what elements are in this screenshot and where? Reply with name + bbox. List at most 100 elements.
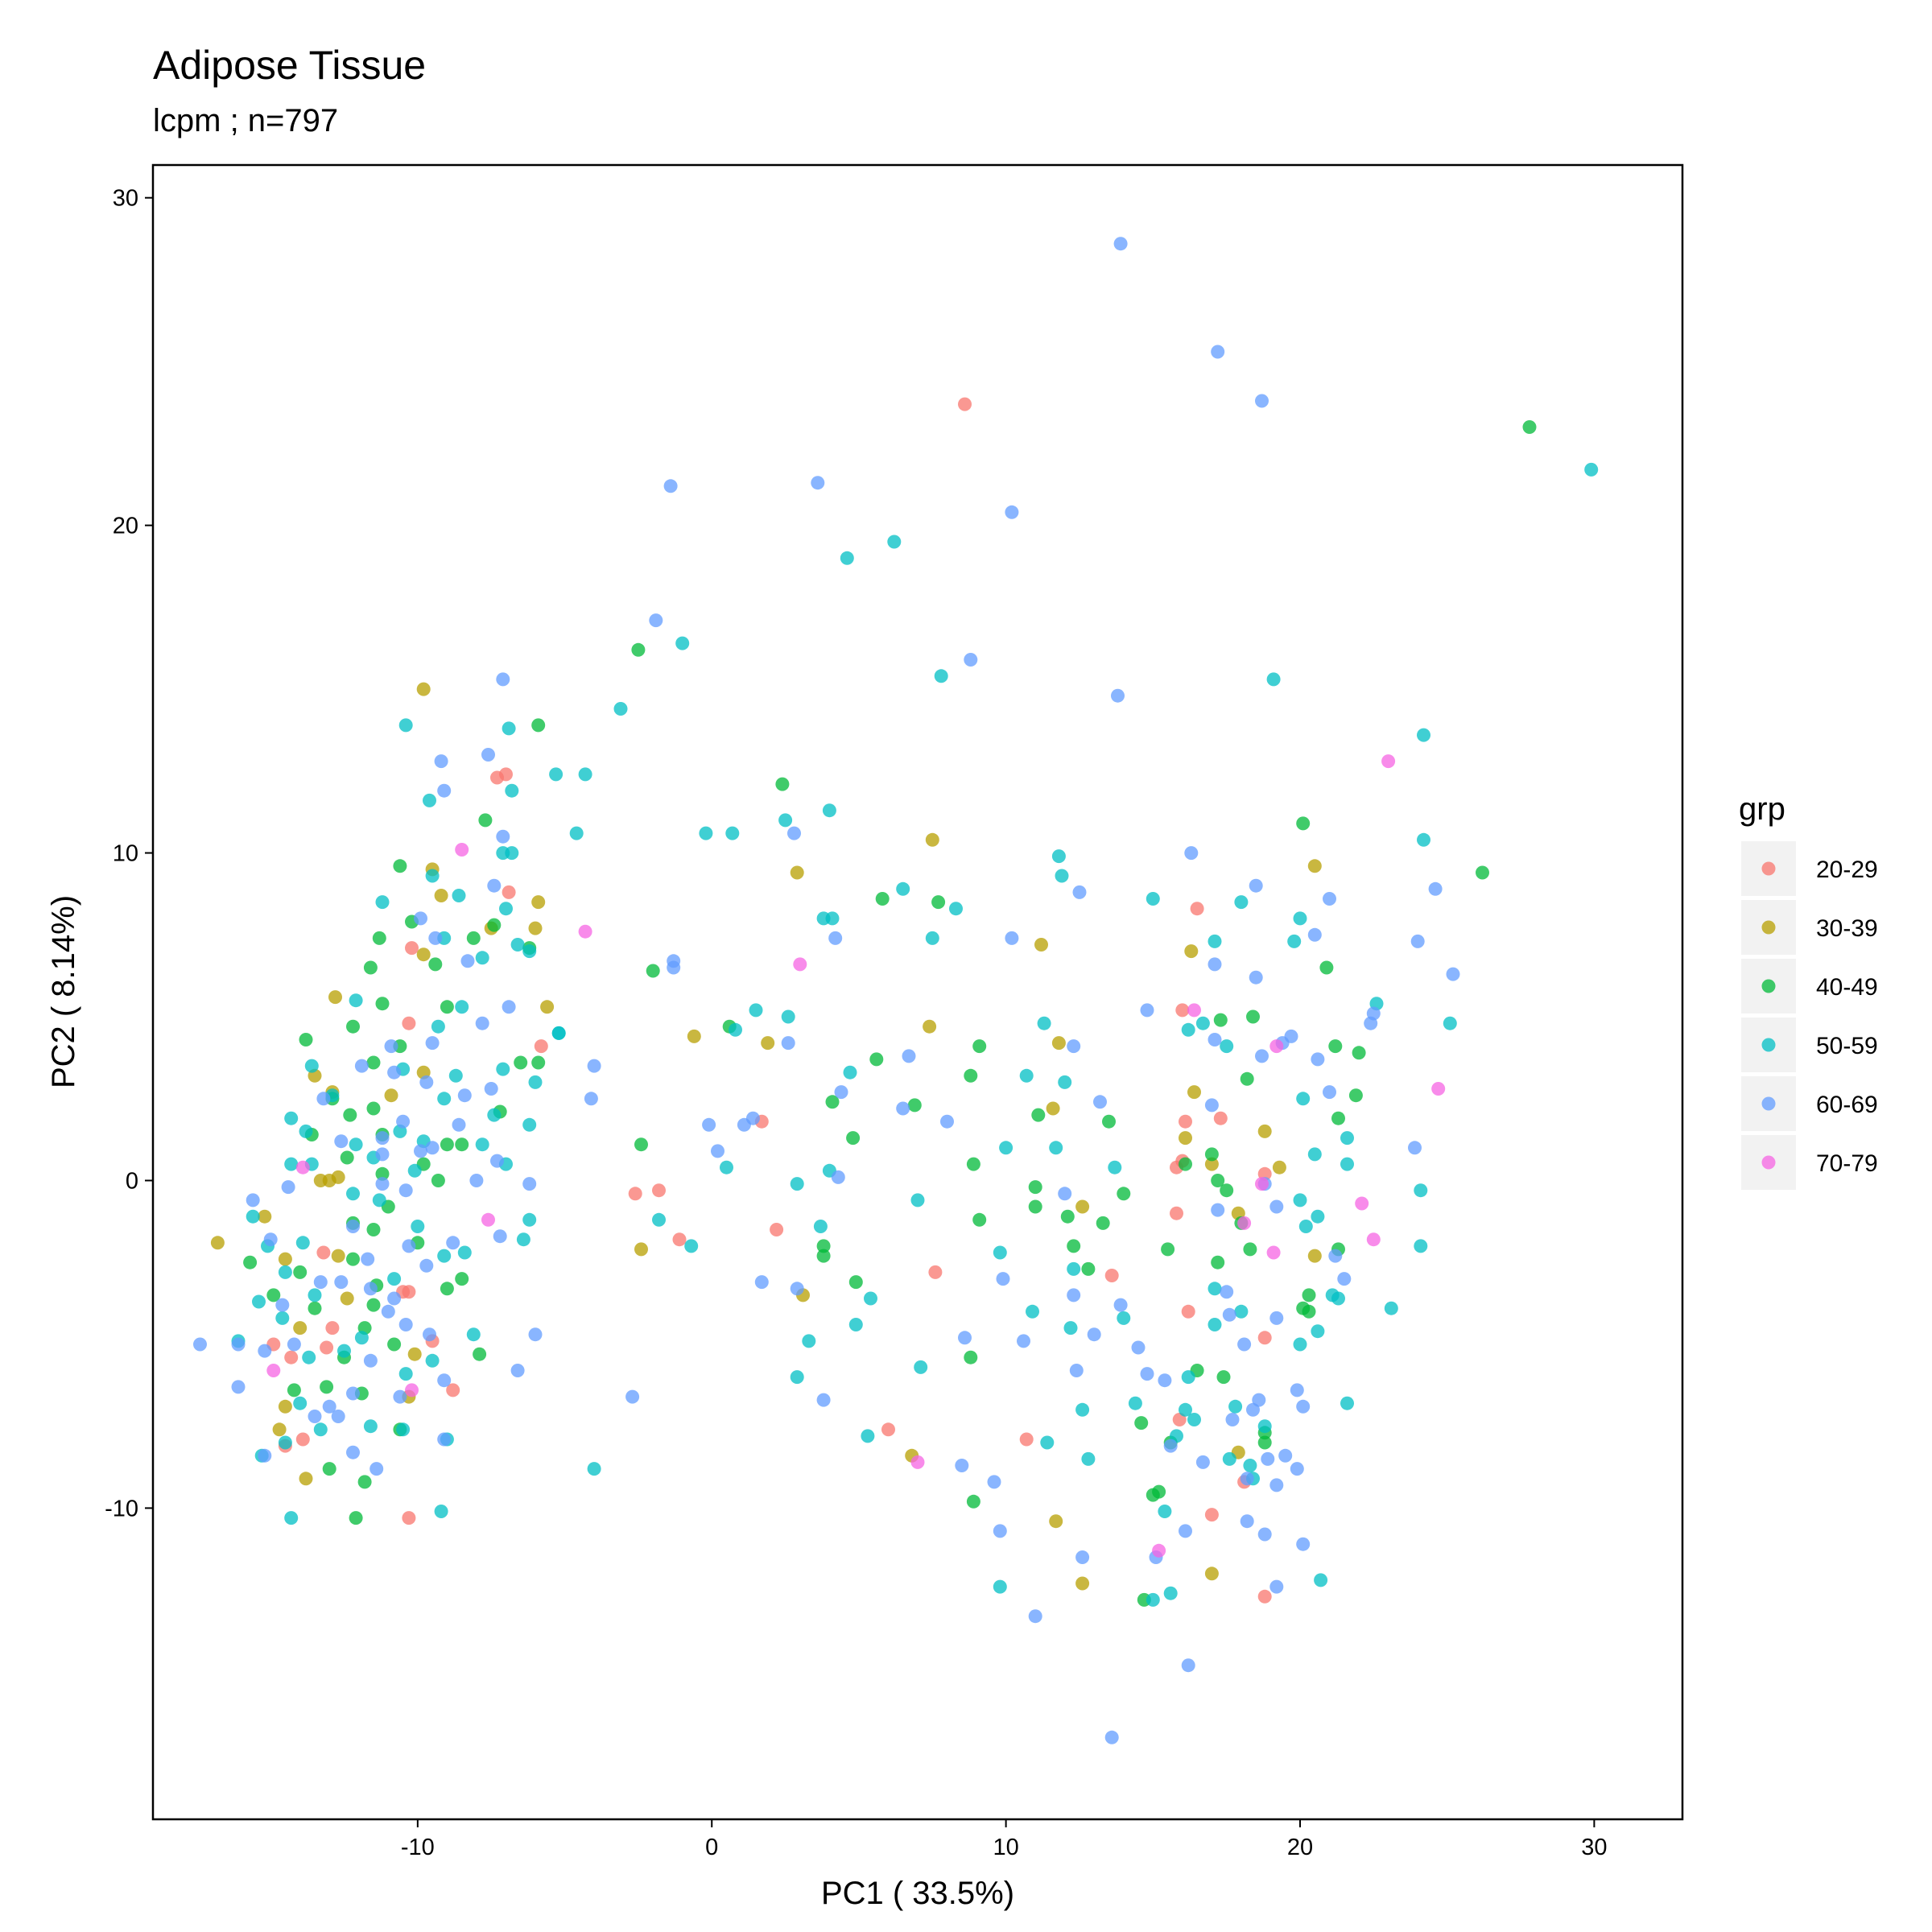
point-50-59-40 <box>407 1163 422 1178</box>
point-30-39-42 <box>1307 859 1322 873</box>
point-60-69-109 <box>1113 1298 1128 1312</box>
point-30-39-33 <box>1051 1036 1066 1051</box>
point-50-59-156 <box>1417 728 1430 742</box>
point-30-39-35 <box>1049 1514 1063 1529</box>
point-30-39-48 <box>1204 1567 1219 1581</box>
point-60-69-145 <box>1290 1462 1304 1476</box>
point-20-29-32 <box>1170 1206 1183 1220</box>
point-50-59-5 <box>505 783 519 798</box>
point-60-69-114 <box>1158 1373 1172 1388</box>
point-60-69-38 <box>361 1252 375 1266</box>
point-60-69-31 <box>281 1180 295 1195</box>
point-40-49-85 <box>1211 1174 1225 1187</box>
point-50-59-60 <box>466 1327 481 1342</box>
point-60-69-54 <box>346 1386 360 1401</box>
point-40-49-90 <box>1243 1242 1257 1257</box>
point-20-29-19 <box>284 1350 299 1364</box>
point-60-69-84 <box>831 1170 845 1184</box>
point-60-69-129 <box>1240 1472 1254 1486</box>
point-20-29-3 <box>502 885 516 899</box>
legend-label-30-39: 30-39 <box>1816 915 1878 942</box>
point-50-59-96 <box>684 1239 699 1253</box>
point-50-59-138 <box>1187 1413 1201 1426</box>
y-tick-label-4: 30 <box>113 186 138 212</box>
point-60-69-93 <box>955 1459 969 1472</box>
point-40-49-57 <box>931 895 946 910</box>
point-50-59-11 <box>375 895 390 910</box>
y-tick-label-2: 10 <box>113 841 138 867</box>
point-40-49-76 <box>1031 1108 1046 1122</box>
point-30-39-16 <box>258 1209 272 1224</box>
point-50-59-109 <box>993 1245 1007 1260</box>
point-40-49-19 <box>366 1101 381 1116</box>
point-40-49-104 <box>1476 865 1489 880</box>
point-60-69-48 <box>193 1337 207 1352</box>
point-40-49-99 <box>1296 816 1311 831</box>
point-60-69-106 <box>1028 1609 1042 1624</box>
point-50-59-43 <box>522 1212 537 1227</box>
point-60-69-49 <box>381 1304 395 1319</box>
point-60-69-73 <box>1255 394 1269 408</box>
point-50-59-152 <box>1340 1157 1354 1171</box>
point-50-59-157 <box>1417 832 1430 847</box>
point-60-69-50 <box>363 1353 378 1368</box>
point-60-69-47 <box>231 1337 246 1352</box>
point-30-39-11 <box>384 1088 398 1103</box>
point-60-69-37 <box>493 1229 507 1244</box>
point-50-59-108 <box>999 1141 1013 1155</box>
point-50-59-23 <box>448 1068 463 1083</box>
point-60-69-11 <box>425 1036 440 1051</box>
legend-swatch-70-79 <box>1761 1155 1776 1170</box>
point-60-69-105 <box>1075 1550 1090 1564</box>
point-50-59-85 <box>934 669 948 683</box>
point-40-49-64 <box>964 1068 978 1083</box>
point-50-59-148 <box>1307 1147 1322 1162</box>
point-50-59-97 <box>802 1334 816 1348</box>
point-30-39-18 <box>278 1252 292 1266</box>
point-60-69-148 <box>1278 1448 1293 1463</box>
point-50-59-141 <box>1287 934 1302 948</box>
point-60-69-28 <box>469 1174 484 1187</box>
point-60-69-94 <box>987 1475 1001 1489</box>
point-60-69-100 <box>1067 1039 1081 1054</box>
point-20-29-40 <box>1204 1508 1219 1522</box>
point-50-59-46 <box>246 1209 260 1224</box>
point-60-69-17 <box>452 1117 466 1132</box>
point-60-69-3 <box>481 748 495 762</box>
point-60-69-53 <box>437 1373 452 1388</box>
point-40-49-27 <box>375 1166 390 1181</box>
point-20-29-2 <box>490 770 504 785</box>
point-50-59-151 <box>1331 1291 1345 1306</box>
point-20-29-25 <box>1019 1432 1034 1447</box>
x-tick-label-0: -10 <box>401 1835 435 1860</box>
point-60-69-77 <box>667 960 681 975</box>
legend: grp 20-29 30-39 40-49 50-59 60-69 70-79 <box>1739 791 1878 1190</box>
point-20-29-16 <box>325 1321 340 1335</box>
point-50-59-13 <box>510 938 525 952</box>
x-axis-title: PC1 ( 33.5%) <box>821 1876 1014 1911</box>
legend-swatch-30-39 <box>1761 920 1776 935</box>
point-70-79-11 <box>1237 1216 1252 1230</box>
point-60-69-89 <box>754 1275 769 1290</box>
point-60-69-85 <box>702 1117 716 1132</box>
point-40-49-70 <box>848 1275 863 1290</box>
point-40-49-77 <box>1060 1209 1075 1224</box>
point-50-59-84 <box>949 902 963 916</box>
point-60-69-61 <box>369 1462 384 1476</box>
legend-label-70-79: 70-79 <box>1816 1150 1878 1177</box>
point-40-49-14 <box>299 1033 313 1046</box>
point-40-49-16 <box>366 1055 381 1070</box>
point-40-49-7 <box>487 918 502 932</box>
point-60-69-95 <box>993 1524 1007 1538</box>
point-50-59-35 <box>475 1137 489 1152</box>
point-60-69-74 <box>1111 688 1125 703</box>
point-60-69-104 <box>1069 1364 1084 1377</box>
point-30-39-29 <box>790 865 804 880</box>
point-30-39-39 <box>1187 1085 1201 1100</box>
point-50-59-89 <box>843 1065 857 1080</box>
point-50-59-71 <box>434 1505 448 1518</box>
point-30-39-2 <box>434 889 448 902</box>
legend-swatch-60-69 <box>1761 1096 1776 1111</box>
point-60-69-146 <box>1296 1537 1311 1551</box>
